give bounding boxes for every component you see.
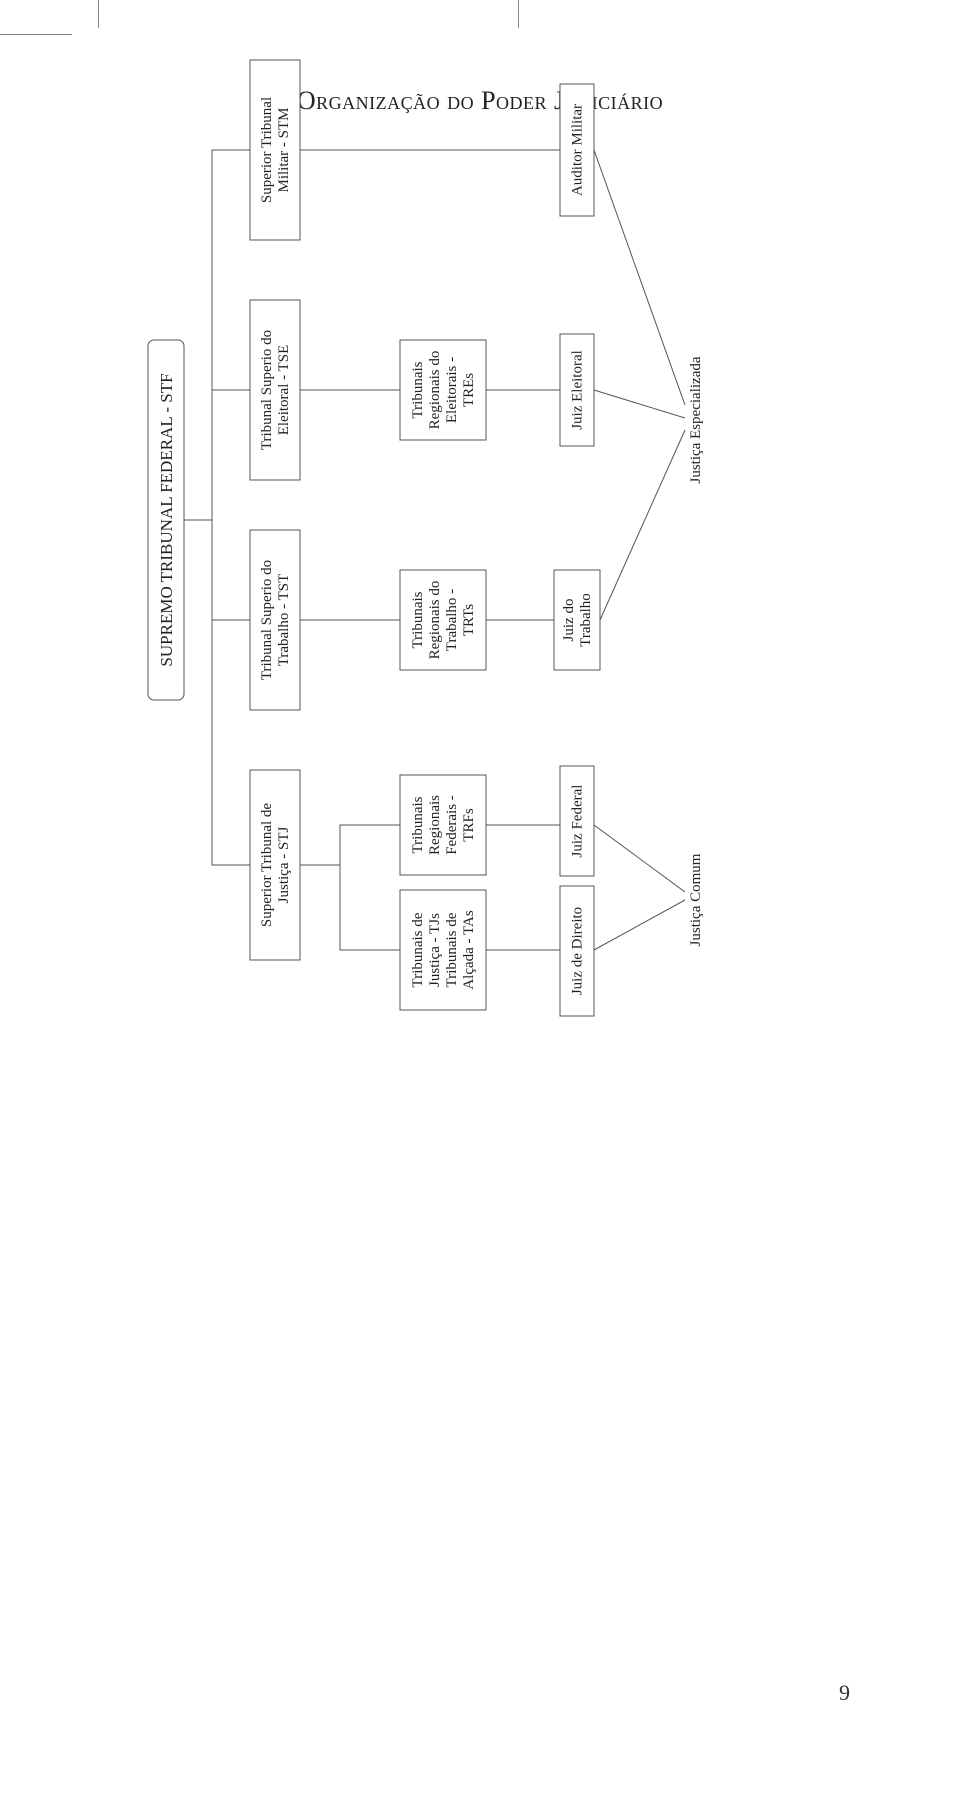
- edge-jd-jc: [594, 900, 685, 950]
- node-label-trf: Tribunais: [410, 796, 426, 853]
- edge-jt-jesp: [600, 430, 685, 620]
- edge-stj-tjs: [300, 865, 400, 950]
- edge-stf-stm: [184, 150, 250, 520]
- edge-stf-stj: [184, 520, 250, 865]
- node-stj: [250, 770, 300, 960]
- org-chart: SUPREMO TRIBUNAL FEDERAL - STF Superior T…: [130, 0, 830, 1070]
- node-label-tre: Tribunais: [410, 361, 426, 418]
- node-label-je: Juiz Eleitoral: [570, 350, 586, 430]
- node-label-tst: Trabalho - TST: [276, 574, 292, 667]
- node-label-tjs: Alçada - TAs: [461, 910, 477, 989]
- node-label-trf: Regionais: [427, 795, 443, 855]
- node-label-stm: Militar - STM: [276, 108, 292, 193]
- node-label-stm: Superior Tribunal: [259, 97, 275, 203]
- node-label-jd: Juiz de Direito: [570, 907, 586, 995]
- node-label-tjs: Justiça - TJs: [427, 913, 443, 987]
- edge-am-jesp: [594, 150, 685, 405]
- node-tse: [250, 300, 300, 480]
- node-label-am: Auditor Militar: [570, 104, 586, 196]
- node-label-tse: Tribunal Superio do: [259, 330, 275, 450]
- node-tst: [250, 530, 300, 710]
- edge-stf-tse: [184, 390, 250, 520]
- node-label-stj: Superior Tribunal de: [259, 803, 275, 928]
- node-label-trf: TRFs: [461, 808, 477, 842]
- node-label-stf: SUPREMO TRIBUNAL FEDERAL - STF: [157, 373, 176, 666]
- edge-jf-jc: [594, 825, 685, 892]
- node-label-trt: Regionais do: [427, 581, 443, 660]
- node-label-tjs: Tribunais de: [444, 912, 460, 987]
- page-number: 9: [839, 1680, 850, 1706]
- node-label-tjs: Tribunais de: [410, 912, 426, 987]
- node-label-tre: Regionais do: [427, 351, 443, 430]
- node-label-tst: Tribunal Superio do: [259, 560, 275, 680]
- label-jc: Justiça Comum: [688, 853, 704, 946]
- edge-je-jesp: [594, 390, 685, 418]
- node-stm: [250, 60, 300, 240]
- edge-stj-trf: [300, 825, 400, 865]
- label-jesp: Justiça Especializada: [688, 356, 704, 483]
- node-label-trt: Tribunais: [410, 591, 426, 648]
- node-label-tre: Eleitorais -: [444, 357, 460, 423]
- node-label-tse: Eleitoral - TSE: [276, 345, 292, 436]
- node-label-jt: Trabalho: [578, 593, 594, 647]
- node-label-tre: TREs: [461, 373, 477, 407]
- node-label-jf: Juiz Federal: [570, 785, 586, 858]
- node-label-stj: Justiça - STJ: [276, 827, 292, 904]
- edge-stf-tst: [184, 520, 250, 620]
- node-label-trt: Trabalho -: [444, 589, 460, 651]
- node-label-trf: Federais -: [444, 795, 460, 855]
- node-label-trt: TRTs: [461, 604, 477, 636]
- node-label-jt: Juiz do: [561, 599, 577, 642]
